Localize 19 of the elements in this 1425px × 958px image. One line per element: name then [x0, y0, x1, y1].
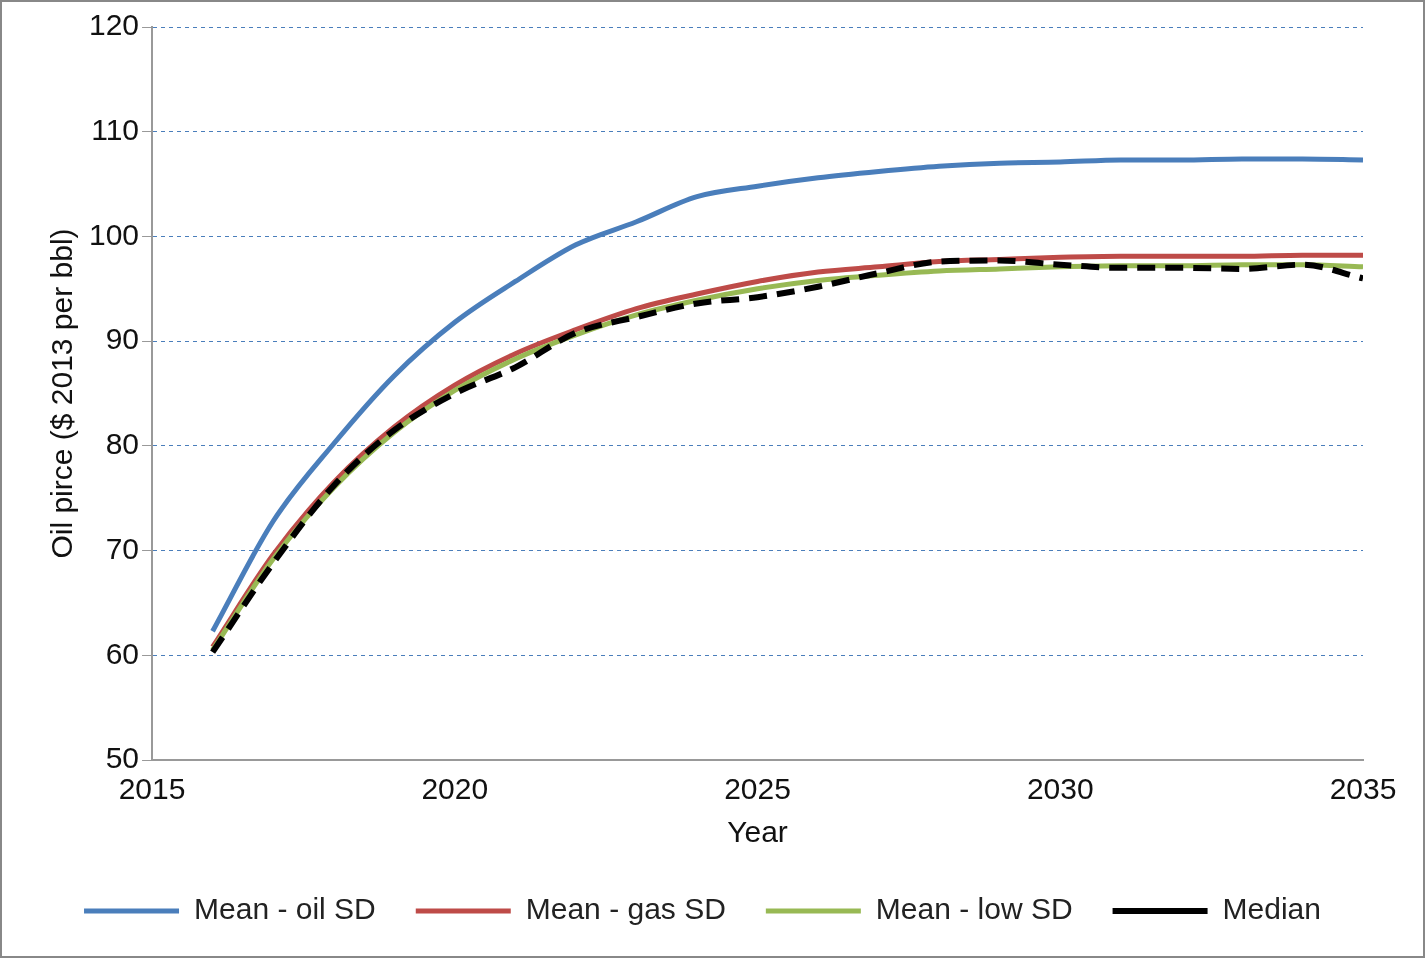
y-tick-label: 60 [105, 636, 140, 670]
x-tick-label: 2030 [1026, 772, 1094, 806]
y-axis-title: Oil pirce ($ 2013 per bbl) [45, 228, 79, 559]
x-tick-label: 2035 [1329, 772, 1397, 806]
y-tick-label: 50 [105, 741, 140, 775]
y-tick-label: 70 [105, 531, 140, 565]
legend-label: Median [1222, 892, 1321, 926]
y-tick-label: 120 [88, 8, 140, 42]
legend-label: Mean - oil SD [194, 892, 376, 926]
legend-label: Mean - gas SD [525, 892, 726, 926]
y-tick-label: 110 [91, 112, 140, 146]
legend-label: Mean - low SD [875, 892, 1073, 926]
x-tick-label: 2015 [118, 772, 186, 806]
x-tick-label: 2025 [724, 772, 791, 806]
y-tick-label: 90 [105, 322, 140, 356]
y-tick-label: 80 [105, 427, 140, 461]
x-tick-label: 2020 [421, 772, 489, 806]
y-tick-label: 100 [88, 217, 140, 251]
x-axis-title: Year [727, 815, 788, 849]
